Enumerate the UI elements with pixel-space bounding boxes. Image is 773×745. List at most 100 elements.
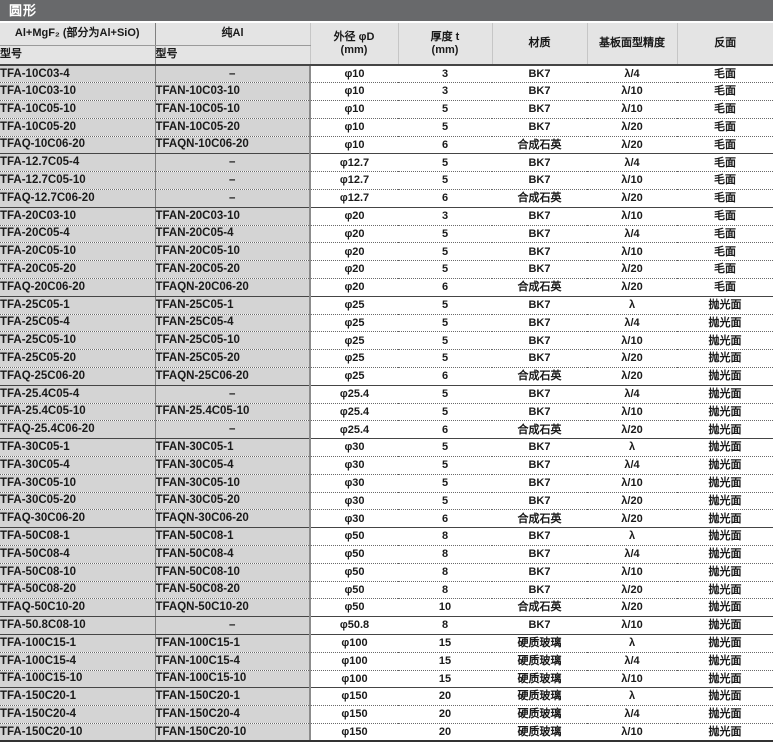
cell-thickness: 5 — [398, 456, 492, 475]
cell-material: 硬质玻璃 — [492, 634, 587, 653]
cell-surface-accuracy: λ/20 — [587, 420, 677, 440]
header-material: 材质 — [491, 23, 587, 66]
cell-back-surface: 抛光面 — [677, 545, 773, 564]
cell-material: BK7 — [492, 527, 587, 547]
cell-back-surface: 毛面 — [677, 207, 773, 226]
cell-thickness: 5 — [398, 385, 492, 404]
cell-model-almgf2: TFAQ-12.7C06-20 — [0, 189, 155, 208]
cell-model-pure-al: TFAN-10C05-20 — [154, 118, 310, 137]
cell-model-pure-al: TFAN-100C15-1 — [154, 634, 310, 653]
header-surface-accuracy: 基板面型精度 — [586, 23, 677, 66]
cell-model-pure-al: TFAN-50C08-20 — [154, 581, 310, 600]
cell-material: 合成石英 — [492, 598, 587, 618]
table-row: TFA-10C03-10 TFAN-10C03-10 φ10 3 BK7 λ/1… — [0, 82, 773, 102]
table-row: TFA-25C05-4 TFAN-25C05-4 φ25 5 BK7 λ/4 抛… — [0, 314, 773, 333]
cell-material: BK7 — [492, 331, 587, 351]
header-back-surface: 反面 — [676, 23, 773, 66]
cell-model-almgf2: TFA-30C05-10 — [0, 474, 155, 493]
table-row: TFAQ-30C06-20 TFAQN-30C06-20 φ30 6 合成石英 … — [0, 509, 773, 529]
cell-thickness: 5 — [398, 474, 492, 493]
cell-model-almgf2: TFA-25C05-20 — [0, 349, 155, 369]
cell-material: BK7 — [492, 581, 587, 600]
cell-thickness: 5 — [398, 403, 492, 422]
cell-thickness: 5 — [398, 118, 492, 137]
cell-thickness: 6 — [398, 367, 492, 386]
cell-material: 硬质玻璃 — [492, 670, 587, 689]
cell-model-pure-al: TFAN-25C05-1 — [154, 296, 310, 315]
cell-outer-diameter: φ25 — [309, 367, 398, 386]
cell-back-surface: 抛光面 — [677, 385, 773, 404]
cell-model-pure-al: TFAN-20C05-20 — [154, 260, 310, 280]
cell-back-surface: 抛光面 — [677, 616, 773, 635]
cell-material: BK7 — [492, 403, 587, 422]
cell-model-almgf2: TFAQ-25.4C06-20 — [0, 420, 155, 440]
cell-outer-diameter: φ25 — [309, 349, 398, 369]
cell-surface-accuracy: λ/20 — [587, 349, 677, 369]
cell-model-pure-al: – — [154, 616, 310, 635]
cell-outer-diameter: φ25 — [309, 331, 398, 351]
cell-back-surface: 抛光面 — [677, 474, 773, 493]
cell-surface-accuracy: λ/20 — [587, 136, 677, 155]
table-row: TFA-150C20-10 TFAN-150C20-10 φ150 20 硬质玻… — [0, 723, 773, 743]
table-row: TFA-25.4C05-4 – φ25.4 5 BK7 λ/4 抛光面 — [0, 385, 773, 404]
cell-material: 硬质玻璃 — [492, 687, 587, 707]
cell-material: 合成石英 — [492, 278, 587, 297]
cell-thickness: 5 — [398, 438, 492, 458]
header-thickness-label: 厚度 t — [430, 30, 460, 43]
cell-surface-accuracy: λ/4 — [587, 385, 677, 404]
section-title-bar: 圆形 — [0, 0, 773, 21]
cell-model-almgf2: TFA-100C15-4 — [0, 652, 155, 671]
cell-thickness: 20 — [398, 723, 492, 743]
cell-outer-diameter: φ20 — [309, 242, 398, 262]
cell-model-pure-al: – — [154, 171, 310, 191]
cell-model-pure-al: TFAN-20C05-10 — [154, 242, 310, 262]
cell-back-surface: 抛光面 — [677, 687, 773, 707]
cell-back-surface: 抛光面 — [677, 403, 773, 422]
cell-model-almgf2: TFA-20C05-20 — [0, 260, 155, 280]
table-row: TFA-25C05-20 TFAN-25C05-20 φ25 5 BK7 λ/2… — [0, 349, 773, 369]
table-row: TFAQ-10C06-20 TFAQN-10C06-20 φ10 6 合成石英 … — [0, 136, 773, 155]
cell-outer-diameter: φ25 — [309, 296, 398, 315]
cell-back-surface: 抛光面 — [677, 296, 773, 315]
cell-outer-diameter: φ20 — [309, 260, 398, 280]
cell-surface-accuracy: λ/20 — [587, 509, 677, 529]
table-row: TFA-50.8C08-10 – φ50.8 8 BK7 λ/10 抛光面 — [0, 616, 773, 635]
cell-model-almgf2: TFA-150C20-1 — [0, 687, 155, 707]
table-row: TFAQ-12.7C06-20 – φ12.7 6 合成石英 λ/20 毛面 — [0, 189, 773, 208]
cell-surface-accuracy: λ/20 — [587, 367, 677, 386]
header-outer-diameter-label: 外径 φD — [333, 30, 375, 43]
cell-model-pure-al: – — [154, 153, 310, 173]
cell-material: 硬质玻璃 — [492, 723, 587, 743]
cell-material: BK7 — [492, 225, 587, 244]
cell-model-almgf2: TFA-10C05-10 — [0, 100, 155, 119]
cell-back-surface: 抛光面 — [677, 652, 773, 671]
cell-outer-diameter: φ50 — [309, 545, 398, 564]
header-thickness-unit: (mm) — [431, 43, 459, 56]
cell-surface-accuracy: λ/20 — [587, 278, 677, 297]
cell-back-surface: 毛面 — [677, 171, 773, 191]
cell-model-almgf2: TFA-50C08-4 — [0, 545, 155, 564]
cell-model-almgf2: TFAQ-30C06-20 — [0, 509, 155, 529]
cell-outer-diameter: φ10 — [309, 100, 398, 119]
cell-thickness: 8 — [398, 545, 492, 564]
cell-model-pure-al: TFAN-150C20-1 — [154, 687, 310, 707]
cell-thickness: 6 — [398, 509, 492, 529]
cell-outer-diameter: φ50 — [309, 598, 398, 618]
cell-outer-diameter: φ30 — [309, 509, 398, 529]
page-title: 圆形 — [9, 3, 38, 18]
cell-thickness: 3 — [398, 207, 492, 226]
cell-thickness: 15 — [398, 652, 492, 671]
cell-model-almgf2: TFA-50C08-20 — [0, 581, 155, 600]
cell-thickness: 20 — [398, 705, 492, 724]
cell-thickness: 5 — [398, 171, 492, 191]
cell-outer-diameter: φ150 — [309, 723, 398, 743]
table-row: TFA-25C05-1 TFAN-25C05-1 φ25 5 BK7 λ 抛光面 — [0, 296, 773, 315]
cell-surface-accuracy: λ/10 — [587, 474, 677, 493]
cell-model-almgf2: TFA-12.7C05-4 — [0, 153, 155, 173]
header-outer-diameter-unit: (mm) — [340, 43, 368, 56]
cell-surface-accuracy: λ — [587, 296, 677, 315]
cell-back-surface: 抛光面 — [677, 723, 773, 743]
table-row: TFA-50C08-20 TFAN-50C08-20 φ50 8 BK7 λ/2… — [0, 581, 773, 600]
cell-back-surface: 抛光面 — [677, 314, 773, 333]
cell-surface-accuracy: λ/4 — [587, 314, 677, 333]
